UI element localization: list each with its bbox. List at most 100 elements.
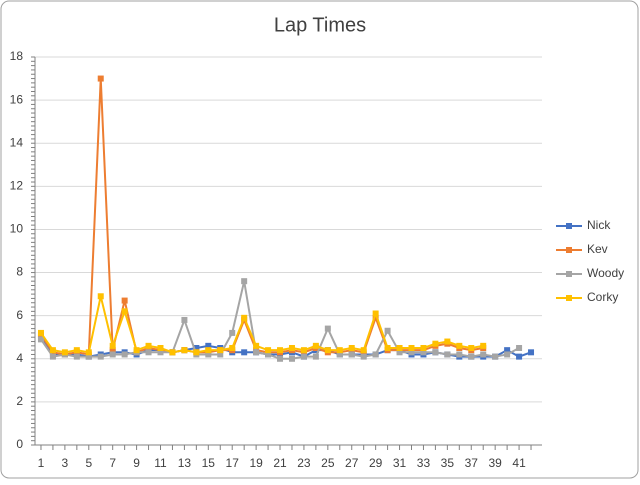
y-tick-label: 0	[16, 437, 23, 451]
point-marker	[468, 345, 475, 351]
x-tick-label: 11	[154, 456, 167, 470]
point-marker	[444, 351, 451, 358]
point-marker	[205, 347, 212, 354]
point-marker	[504, 351, 511, 358]
point-marker	[85, 353, 92, 360]
x-tick-label: 29	[369, 456, 383, 470]
point-marker	[37, 336, 44, 343]
point-marker	[97, 75, 104, 82]
x-tick-label: 23	[297, 456, 311, 470]
y-tick-label: 10	[10, 222, 24, 236]
point-marker	[372, 351, 379, 358]
point-marker	[181, 347, 188, 354]
x-tick-label: 31	[393, 456, 407, 470]
legend-label: Woody	[587, 266, 624, 280]
x-tick-label: 13	[178, 456, 192, 470]
point-marker	[372, 314, 379, 321]
point-marker	[420, 345, 427, 351]
point-marker	[324, 325, 331, 332]
point-marker	[468, 353, 475, 360]
point-marker	[408, 345, 415, 351]
point-marker	[241, 314, 248, 321]
point-marker	[193, 345, 200, 351]
point-marker	[432, 340, 439, 347]
legend-label: Nick	[587, 218, 611, 232]
x-tick-label: 37	[465, 456, 479, 470]
point-marker	[73, 347, 80, 354]
point-marker	[169, 349, 176, 356]
x-tick-label: 39	[488, 456, 502, 470]
point-marker	[456, 342, 463, 349]
x-tick-label: 27	[345, 456, 359, 470]
point-marker	[229, 329, 236, 336]
point-marker	[217, 351, 224, 358]
x-tick-label: 5	[85, 456, 92, 470]
legend-marker	[566, 223, 572, 229]
point-marker	[492, 353, 499, 360]
x-tick-label: 9	[133, 456, 140, 470]
y-tick-label: 18	[10, 49, 24, 63]
point-marker	[336, 347, 343, 354]
y-tick-label: 4	[16, 351, 23, 365]
point-marker	[384, 327, 391, 334]
legend-marker	[566, 295, 572, 301]
point-marker	[157, 349, 164, 356]
point-marker	[420, 349, 427, 356]
x-tick-label: 15	[202, 456, 216, 470]
point-marker	[265, 347, 272, 354]
point-marker	[97, 353, 104, 360]
legend-marker	[566, 271, 572, 277]
y-tick-label: 8	[16, 265, 23, 279]
point-marker	[61, 349, 68, 356]
point-marker	[145, 349, 152, 356]
point-marker	[157, 345, 164, 351]
point-marker	[145, 342, 152, 349]
point-marker	[121, 297, 128, 304]
point-marker	[312, 353, 319, 360]
point-marker	[193, 349, 200, 356]
point-marker	[241, 278, 248, 285]
point-marker	[504, 347, 511, 354]
point-marker	[85, 349, 92, 356]
point-marker	[456, 351, 463, 358]
point-marker	[265, 351, 272, 358]
point-marker	[360, 347, 367, 354]
point-marker	[229, 345, 236, 351]
y-tick-label: 16	[10, 92, 24, 106]
point-marker	[432, 349, 439, 356]
point-marker	[205, 351, 212, 358]
point-marker	[348, 345, 355, 351]
point-marker	[288, 355, 295, 362]
x-tick-label: 7	[109, 456, 116, 470]
point-marker	[384, 345, 391, 351]
point-marker	[253, 349, 260, 356]
point-marker	[133, 347, 140, 354]
point-marker	[181, 316, 188, 323]
point-marker	[121, 351, 128, 358]
point-marker	[300, 353, 307, 360]
point-marker	[336, 351, 343, 358]
x-tick-label: 41	[512, 456, 526, 470]
point-marker	[49, 353, 56, 360]
point-marker	[109, 347, 116, 354]
point-marker	[37, 329, 44, 336]
x-tick-label: 19	[249, 456, 263, 470]
point-marker	[372, 310, 379, 317]
point-marker	[480, 342, 487, 349]
x-tick-label: 35	[441, 456, 455, 470]
point-marker	[49, 347, 56, 354]
y-tick-label: 14	[10, 135, 24, 149]
point-marker	[109, 342, 116, 349]
point-marker	[312, 342, 319, 349]
point-marker	[277, 347, 284, 354]
y-tick-label: 6	[16, 308, 23, 322]
point-marker	[300, 347, 307, 354]
point-marker	[121, 308, 128, 315]
point-marker	[205, 342, 212, 349]
point-marker	[408, 349, 415, 356]
legend-label: Kev	[587, 242, 608, 256]
point-marker	[348, 351, 355, 358]
point-marker	[241, 349, 248, 356]
